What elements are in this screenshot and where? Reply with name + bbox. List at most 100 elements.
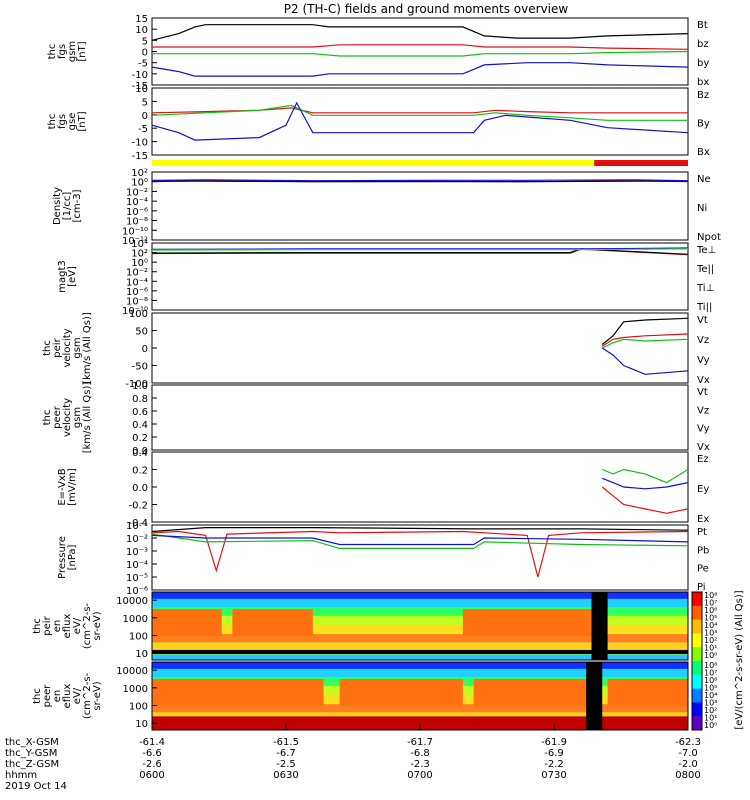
ytick-peer_eflux-2: 100: [129, 702, 148, 713]
legend-temperature-3: Ti||: [696, 302, 712, 313]
series-peir_velocity-2: [601, 338, 689, 349]
ytick-temperature-3: 10⁻²: [126, 268, 148, 279]
spectro-band-peer_eflux-6: [152, 712, 688, 720]
colorbar-seg-1: [692, 605, 702, 621]
xaxis-2-1: -2.5: [276, 759, 296, 770]
colorbar-tick-top-6: 10²: [704, 636, 717, 645]
ytick-fgs_gsm-2: 5: [142, 36, 148, 47]
series-fgs_gsm-2: [152, 50, 689, 57]
panel-frame-fgs_gsm: [151, 17, 689, 86]
spectro-band-peer_eflux-5: [152, 704, 688, 713]
xaxis-3-2: 0700: [407, 770, 432, 781]
ylabel-peer_eflux-3: eflux: [62, 684, 73, 709]
legend-pressure-1: Pb: [697, 545, 709, 556]
legend-fgs_gsm-0: Bt: [697, 20, 708, 31]
spectro-band-peir_eflux-6: [152, 642, 688, 650]
ytick-peer_eflux-3: 10: [135, 719, 148, 730]
series-efield-2: [601, 477, 689, 490]
xaxis-0-2: -61.7: [407, 737, 433, 748]
legend-peir_velocity-1: Vz: [697, 335, 709, 346]
legend-pressure-3: Pi: [697, 582, 706, 593]
ylabel-peir_velocity-2: velocity: [62, 328, 73, 367]
colorbar-seg-6: [692, 674, 702, 690]
ylabel-fgs_gsm-1: fgs: [57, 44, 68, 59]
series-pressure-1: [151, 530, 689, 578]
ylabel-peir_velocity-0: thc: [42, 340, 53, 356]
legend-temperature-1: Te||: [696, 264, 714, 275]
ytick-density-6: 10⁻¹⁰: [122, 226, 148, 237]
xaxis-row-label-1: thc_Y-GSM: [5, 748, 57, 759]
series-fgs_gsm-1: [152, 44, 689, 50]
panel-frame-peer_velocity: [151, 384, 689, 451]
xaxis-3-3: 0730: [541, 770, 566, 781]
xaxis-0-0: -61.4: [139, 737, 165, 748]
legend-pressure-0: Pt: [697, 527, 707, 538]
legend-density-1: Ni: [697, 203, 707, 214]
ytick-temperature-2: 10⁰: [131, 258, 148, 269]
xaxis-2-4: -2.0: [678, 759, 698, 770]
ylabel-fgs_gsm-0: thc: [47, 44, 58, 60]
legend-peer_velocity-0: Vt: [697, 387, 708, 398]
ylabel-temperature-1: [eV]: [67, 266, 78, 287]
colorbar-frame: [691, 591, 703, 731]
ylabel-peer_eflux-6: sr-eV): [92, 681, 103, 710]
ytick-peir_velocity-1: 50: [135, 327, 148, 338]
ytick-pressure-2: 10⁻³: [126, 547, 148, 558]
ytick-temperature-5: 10⁻⁶: [126, 287, 148, 298]
ytick-fgs_gse-2: 0: [142, 111, 148, 122]
series-peir_velocity-3: [601, 347, 689, 375]
ytick-fgs_gse-3: -5: [138, 124, 148, 135]
panel-frame-peir_eflux: [151, 591, 689, 661]
xaxis-row-label-2: thc_Z-GSM: [5, 759, 59, 770]
ytick-peer_velocity-4: 0.2: [132, 433, 148, 444]
xaxis-1-0: -6.6: [142, 748, 162, 759]
spectro-band-peir_eflux-4: [152, 624, 688, 635]
ylabel-peir_velocity-1: peir: [52, 337, 63, 357]
legend-peer_velocity-3: Vx: [697, 442, 710, 453]
ylabel-pressure-0: Pressure: [57, 536, 68, 579]
colorbar-seg-0: [692, 592, 702, 607]
ytick-peir_eflux-1: 1000: [123, 614, 148, 625]
ytick-efield-0: 0.4: [132, 448, 148, 459]
xaxis-2-3: -2.2: [544, 759, 564, 770]
ylabel-fgs_gse-3: [nT]: [77, 111, 88, 131]
ytick-peer_velocity-1: 0.8: [132, 394, 148, 405]
legend-pressure-2: Pe: [697, 564, 709, 575]
spectro-band-peir_eflux-5: [152, 634, 688, 643]
colorbar-seg-5: [692, 661, 702, 676]
spectro-gap-peir_eflux: [591, 592, 608, 660]
ytick-density-2: 10⁻²: [126, 187, 148, 198]
spectro-band-peir_eflux-0: [152, 592, 688, 600]
colorbar-tick-bottom-2: 10⁶: [704, 676, 717, 685]
ytick-peer_velocity-0: 1.0: [132, 381, 148, 392]
colorbar-tick-bottom-8: 10⁰: [704, 721, 717, 730]
colorbar-tick-bottom-4: 10⁴: [704, 691, 717, 700]
legend-fgs_gsm-1: bz: [697, 39, 709, 50]
panel-frame-efield: [151, 451, 689, 523]
legend-fgs_gse-0: Bz: [697, 90, 709, 101]
colorbar-seg-2: [692, 619, 702, 634]
legend-peir_velocity-2: Vy: [697, 355, 710, 366]
spectro-gap-peer_eflux: [586, 662, 603, 730]
colorbar-tick-top-4: 10⁴: [704, 621, 717, 630]
series-fgs_gse-2: [151, 101, 689, 141]
ylabel-fgs_gsm-2: gsm: [67, 41, 78, 62]
spectro-hot-peer_eflux-2: [473, 679, 592, 707]
ytick-fgs_gsm-1: 10: [135, 25, 148, 36]
ytick-density-1: 10⁰: [131, 178, 148, 189]
ytick-fgs_gsm-5: -10: [132, 70, 148, 81]
panel-frame-temperature: [151, 242, 689, 311]
colorbar-tick-top-3: 10⁵: [704, 614, 717, 623]
xaxis-row-label-3: hhmm: [5, 770, 37, 781]
colorbar-seg-8: [692, 702, 702, 717]
xaxis-1-4: -7.0: [678, 748, 698, 759]
xaxis-0-4: -62.3: [675, 737, 701, 748]
series-efield-0: [601, 486, 689, 514]
series-density-1: [152, 180, 688, 183]
legend-temperature-0: Te⊥: [696, 245, 716, 256]
series-peir_velocity-0: [601, 317, 689, 345]
ylabel-efield-1: [mV/m]: [67, 468, 78, 506]
ytick-temperature-0: 10⁴: [131, 239, 148, 250]
ytick-density-3: 10⁻⁴: [126, 197, 148, 208]
